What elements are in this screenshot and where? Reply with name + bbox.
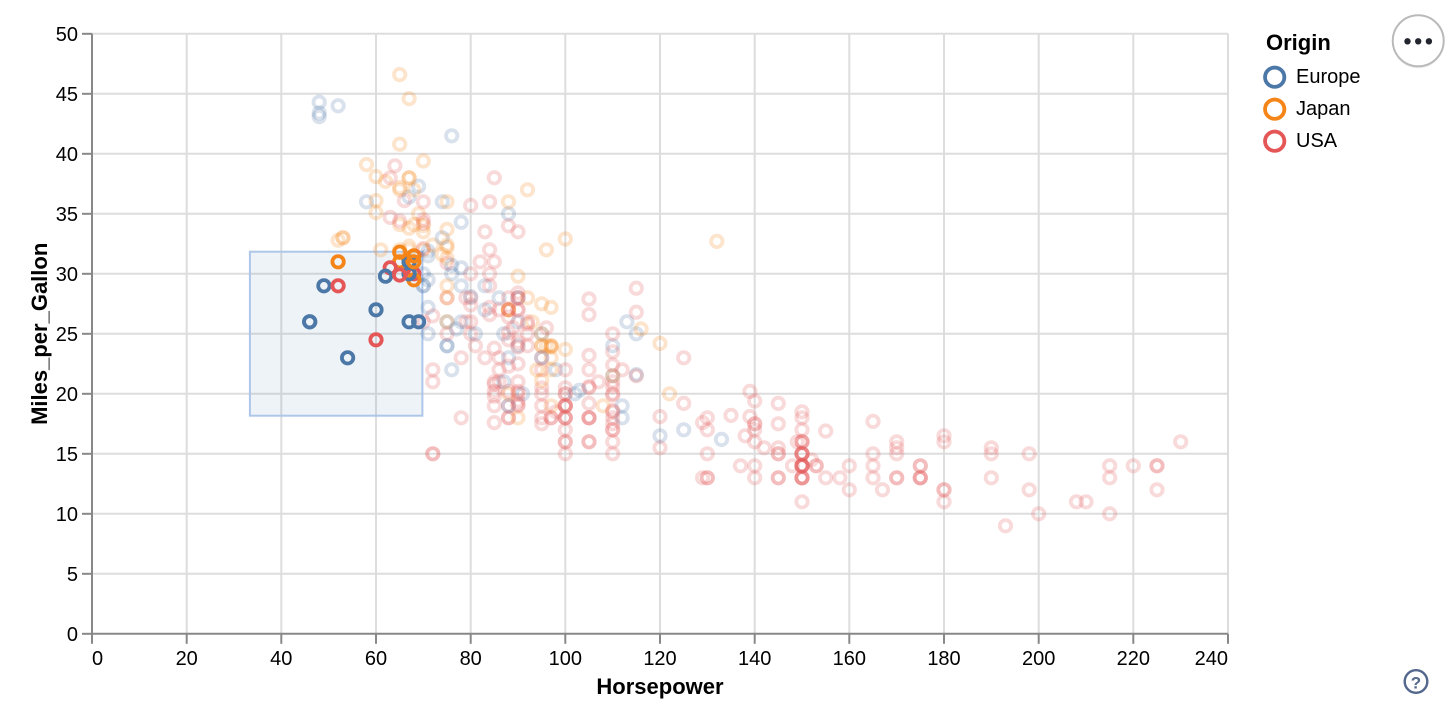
- svg-text:140: 140: [738, 648, 771, 670]
- svg-text:220: 220: [1117, 648, 1150, 670]
- svg-text:240: 240: [1195, 648, 1228, 670]
- svg-text:Origin: Origin: [1266, 30, 1331, 55]
- svg-text:40: 40: [270, 648, 292, 670]
- svg-text:100: 100: [549, 648, 582, 670]
- svg-text:5: 5: [67, 564, 78, 586]
- svg-text:Miles_per_Gallon: Miles_per_Gallon: [27, 243, 52, 425]
- svg-text:30: 30: [56, 264, 78, 286]
- svg-text:10: 10: [56, 504, 78, 526]
- svg-text:60: 60: [365, 648, 387, 670]
- svg-text:20: 20: [176, 648, 198, 670]
- svg-text:15: 15: [56, 444, 78, 466]
- svg-text:45: 45: [56, 84, 78, 106]
- svg-text:180: 180: [927, 648, 960, 670]
- svg-text:120: 120: [643, 648, 676, 670]
- svg-text:USA: USA: [1296, 130, 1338, 152]
- svg-text:0: 0: [92, 648, 103, 670]
- svg-text:Europe: Europe: [1296, 66, 1361, 88]
- svg-text:35: 35: [56, 204, 78, 226]
- svg-text:20: 20: [56, 384, 78, 406]
- svg-text:25: 25: [56, 324, 78, 346]
- svg-text:Horsepower: Horsepower: [596, 674, 724, 699]
- svg-text:200: 200: [1022, 648, 1055, 670]
- svg-text:50: 50: [56, 24, 78, 46]
- svg-text:Japan: Japan: [1296, 98, 1351, 120]
- svg-text:0: 0: [67, 624, 78, 646]
- svg-text:160: 160: [833, 648, 866, 670]
- svg-text:?: ?: [1411, 674, 1421, 693]
- svg-text:80: 80: [460, 648, 482, 670]
- svg-text:40: 40: [56, 144, 78, 166]
